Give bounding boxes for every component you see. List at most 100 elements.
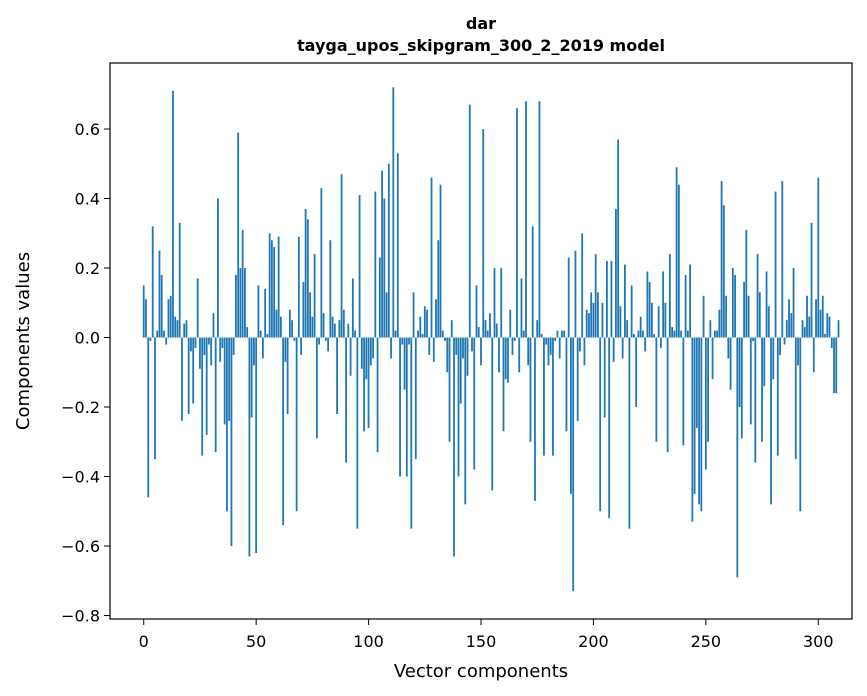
bar <box>235 274 237 338</box>
bar <box>253 337 255 366</box>
bar <box>722 205 725 338</box>
bar <box>423 306 426 338</box>
bar <box>489 313 491 338</box>
bar <box>700 337 703 512</box>
y-tick-label: 0.6 <box>75 120 100 139</box>
bar <box>378 257 381 338</box>
bar <box>241 229 244 338</box>
bar <box>374 191 377 338</box>
bar <box>572 337 575 592</box>
bar <box>740 337 743 439</box>
bar <box>608 337 611 519</box>
bar <box>385 292 388 338</box>
chart-title-line1: dar <box>466 14 496 33</box>
bar <box>466 337 469 376</box>
bar <box>464 337 467 505</box>
bar <box>824 334 826 338</box>
bar <box>561 330 563 338</box>
bar <box>403 337 406 390</box>
x-tick-label: 100 <box>353 632 384 651</box>
bar <box>363 337 365 432</box>
bar <box>707 337 709 442</box>
bar <box>803 327 806 338</box>
bar <box>828 316 831 338</box>
bar <box>657 306 660 338</box>
bar <box>513 337 516 341</box>
bar <box>585 309 588 338</box>
bar <box>147 337 150 498</box>
bar <box>259 330 262 338</box>
bar <box>693 337 696 494</box>
bar <box>232 337 235 355</box>
bar <box>219 337 222 362</box>
bar <box>297 236 300 338</box>
bar <box>192 337 195 404</box>
bar <box>545 337 548 345</box>
bar <box>758 292 761 338</box>
bar <box>538 101 541 338</box>
bar <box>437 240 440 338</box>
bar <box>322 313 325 338</box>
bar <box>567 257 570 338</box>
bar <box>718 309 721 338</box>
bar <box>509 309 512 338</box>
bar <box>675 167 678 338</box>
bar <box>270 240 273 338</box>
bar <box>453 337 455 557</box>
y-tick-label: −0.6 <box>61 537 100 556</box>
bar <box>264 288 267 338</box>
bar <box>183 323 186 338</box>
bar <box>394 330 397 338</box>
bar <box>610 261 613 338</box>
bar <box>313 254 316 338</box>
bar <box>529 337 532 442</box>
bar <box>187 337 190 414</box>
bar <box>653 334 656 338</box>
bar <box>439 184 442 338</box>
x-tick-label: 250 <box>691 632 722 651</box>
bar <box>239 268 242 338</box>
bar <box>720 181 723 338</box>
bar <box>592 302 595 338</box>
bar <box>680 330 683 338</box>
bar <box>145 299 147 338</box>
bar <box>502 337 505 432</box>
bar <box>468 104 471 338</box>
bar <box>590 292 593 338</box>
bar <box>752 337 754 341</box>
bar <box>821 295 824 338</box>
bar <box>419 316 422 338</box>
bar <box>662 271 665 338</box>
bar <box>149 337 152 341</box>
bar <box>738 337 741 408</box>
bar <box>358 195 361 338</box>
y-axis-label: Components values <box>13 252 34 430</box>
bar <box>743 281 745 338</box>
bar <box>812 337 815 373</box>
bar <box>383 198 386 338</box>
x-tick-label: 0 <box>139 632 149 651</box>
bar <box>716 330 718 338</box>
y-tick-label: 0.0 <box>75 329 100 348</box>
bar <box>635 337 638 408</box>
bar <box>641 330 644 338</box>
bar <box>261 337 264 359</box>
bar <box>583 337 586 366</box>
bar <box>783 337 786 345</box>
bar <box>284 337 287 362</box>
bar <box>381 170 383 338</box>
bar <box>491 337 494 491</box>
bar <box>493 268 496 338</box>
bar <box>221 337 224 348</box>
bar <box>624 264 626 338</box>
bar <box>781 181 784 338</box>
y-tick-label: 0.4 <box>75 190 100 209</box>
bar <box>597 292 599 338</box>
bar <box>788 299 790 338</box>
bar <box>471 337 473 352</box>
bar <box>428 337 431 355</box>
y-tick-label: −0.4 <box>61 468 100 487</box>
bar <box>765 271 768 338</box>
bar <box>484 320 487 338</box>
bar <box>320 188 323 338</box>
